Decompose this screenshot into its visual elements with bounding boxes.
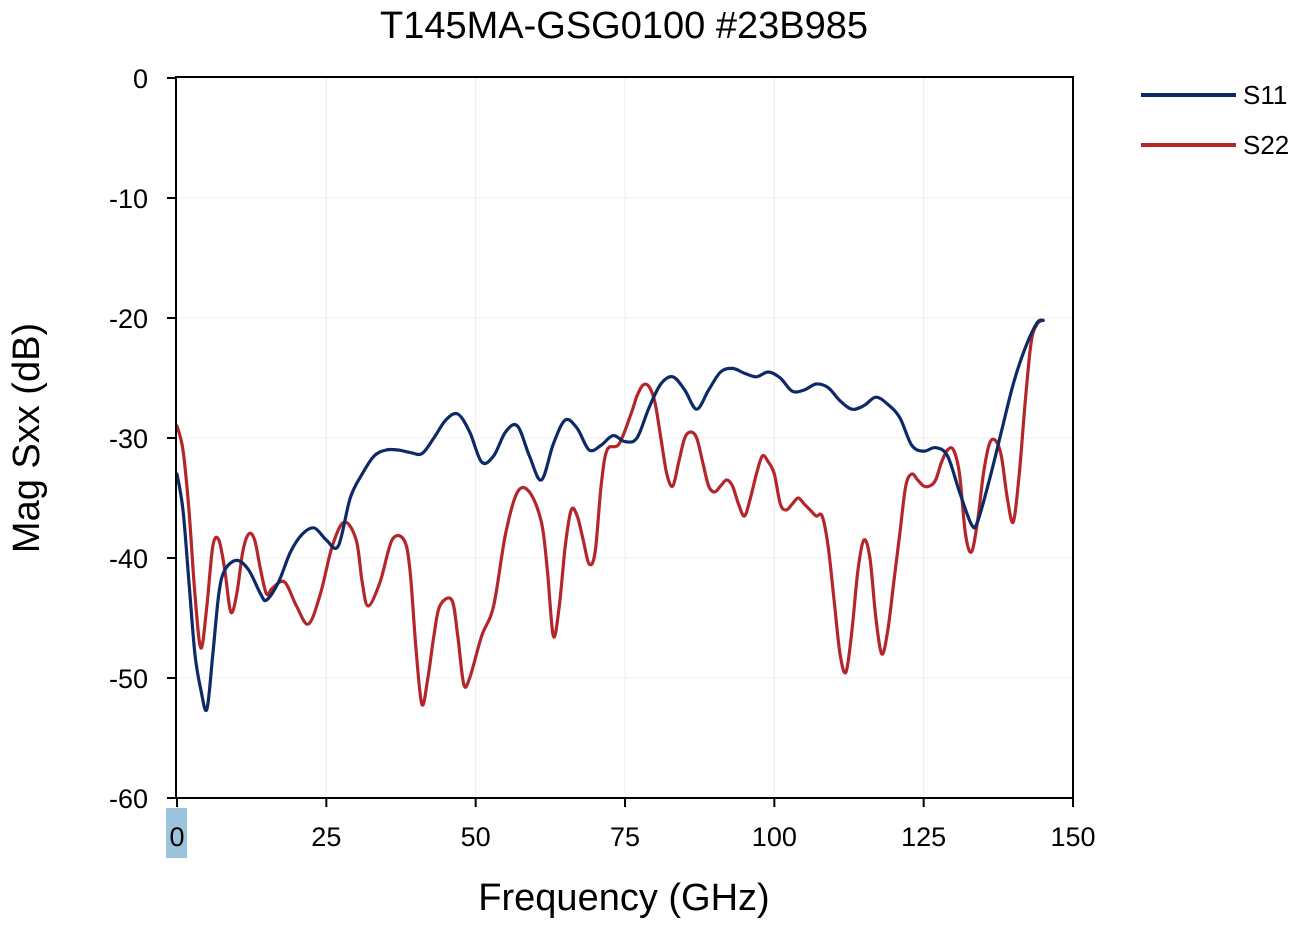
x-tick-highlight: [166, 808, 187, 858]
x-tick-label-100: 100: [752, 822, 797, 852]
series-line-s22: [175, 318, 1045, 707]
x-tick-label-150: 150: [1050, 822, 1095, 852]
x-tick-label-125: 125: [901, 822, 946, 852]
x-axis-label: Frequency (GHz): [478, 877, 769, 919]
y-tick-label-neg60: -60: [109, 784, 148, 814]
y-tick-label-0: 0: [133, 64, 148, 94]
y-tick-label-neg30: -30: [109, 424, 148, 454]
y-tick-label-neg50: -50: [109, 664, 148, 694]
y-tick-label-neg20: -20: [109, 304, 148, 334]
x-tick-label-75: 75: [610, 822, 640, 852]
y-tick-label-neg40: -40: [109, 544, 148, 574]
grid-lines: [177, 78, 1073, 798]
legend-s22-label: S22: [1243, 130, 1289, 160]
chart-title: T145MA-GSG0100 #23B985: [380, 5, 868, 47]
x-tick-label-0: 0: [169, 822, 184, 852]
x-tick-label-50: 50: [461, 822, 491, 852]
series-line-s11: [175, 318, 1045, 713]
legend: S11 S22: [1141, 80, 1289, 160]
y-tick-label-neg10: -10: [109, 184, 148, 214]
legend-s11-label: S11: [1243, 80, 1287, 110]
series-lines: [175, 318, 1045, 713]
axis-ticks: 0 25 50 75 100 125 150 0 -10 -20 -30 -40 -50 -60: [109, 64, 1096, 858]
x-tick-label-25: 25: [311, 822, 341, 852]
y-axis-label: Mag Sxx (dB): [6, 323, 48, 553]
